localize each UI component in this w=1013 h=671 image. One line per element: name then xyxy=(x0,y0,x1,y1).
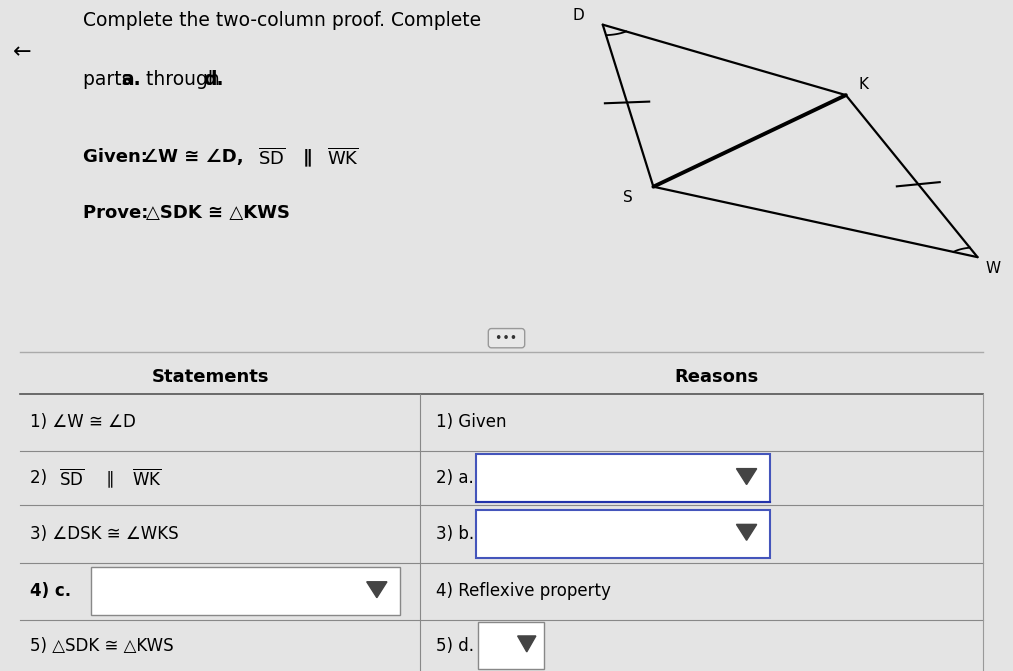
Text: a.: a. xyxy=(122,70,141,89)
Text: 5) d.: 5) d. xyxy=(436,637,474,654)
Text: Complete the two-column proof. Complete: Complete the two-column proof. Complete xyxy=(83,11,481,30)
Polygon shape xyxy=(736,468,757,484)
Text: parts: parts xyxy=(83,70,138,89)
Polygon shape xyxy=(736,525,757,540)
Text: 2) a.: 2) a. xyxy=(436,469,473,487)
Text: W: W xyxy=(986,261,1001,276)
Text: 4) c.: 4) c. xyxy=(30,582,72,601)
Text: 5) △SDK ≅ △KWS: 5) △SDK ≅ △KWS xyxy=(30,637,174,654)
Text: d.: d. xyxy=(204,70,224,89)
Text: 2): 2) xyxy=(30,469,53,487)
FancyBboxPatch shape xyxy=(91,568,400,615)
Text: ←: ← xyxy=(13,42,31,62)
Polygon shape xyxy=(518,636,536,652)
Text: $\overline{\rm WK}$: $\overline{\rm WK}$ xyxy=(327,148,359,168)
Text: K: K xyxy=(858,77,868,93)
FancyBboxPatch shape xyxy=(476,510,770,558)
Text: S: S xyxy=(623,191,633,205)
Text: 1) Given: 1) Given xyxy=(436,413,506,431)
Text: $\overline{\rm SD}$: $\overline{\rm SD}$ xyxy=(258,148,286,168)
Text: 4) Reflexive property: 4) Reflexive property xyxy=(436,582,611,601)
Text: ∥: ∥ xyxy=(101,469,121,487)
Text: $\overline{\rm WK}$: $\overline{\rm WK}$ xyxy=(132,468,161,488)
Text: Prove:: Prove: xyxy=(83,205,155,222)
Text: Given:: Given: xyxy=(83,148,154,166)
Text: through: through xyxy=(140,70,226,89)
Text: •••: ••• xyxy=(491,331,522,345)
Text: Reasons: Reasons xyxy=(675,368,759,386)
Text: Statements: Statements xyxy=(152,368,268,386)
Text: △SDK ≅ △KWS: △SDK ≅ △KWS xyxy=(146,205,290,222)
FancyBboxPatch shape xyxy=(478,621,544,670)
Text: ∠W ≅ ∠D,: ∠W ≅ ∠D, xyxy=(142,148,249,166)
Text: D: D xyxy=(572,8,585,23)
Text: 1) ∠W ≅ ∠D: 1) ∠W ≅ ∠D xyxy=(30,413,137,431)
Text: $\overline{\rm SD}$: $\overline{\rm SD}$ xyxy=(59,468,84,488)
Polygon shape xyxy=(367,582,387,598)
Text: 3) ∠DSK ≅ ∠WKS: 3) ∠DSK ≅ ∠WKS xyxy=(30,525,179,543)
Text: 3) b.: 3) b. xyxy=(436,525,474,543)
FancyBboxPatch shape xyxy=(476,454,770,502)
Text: ∥: ∥ xyxy=(297,148,318,166)
